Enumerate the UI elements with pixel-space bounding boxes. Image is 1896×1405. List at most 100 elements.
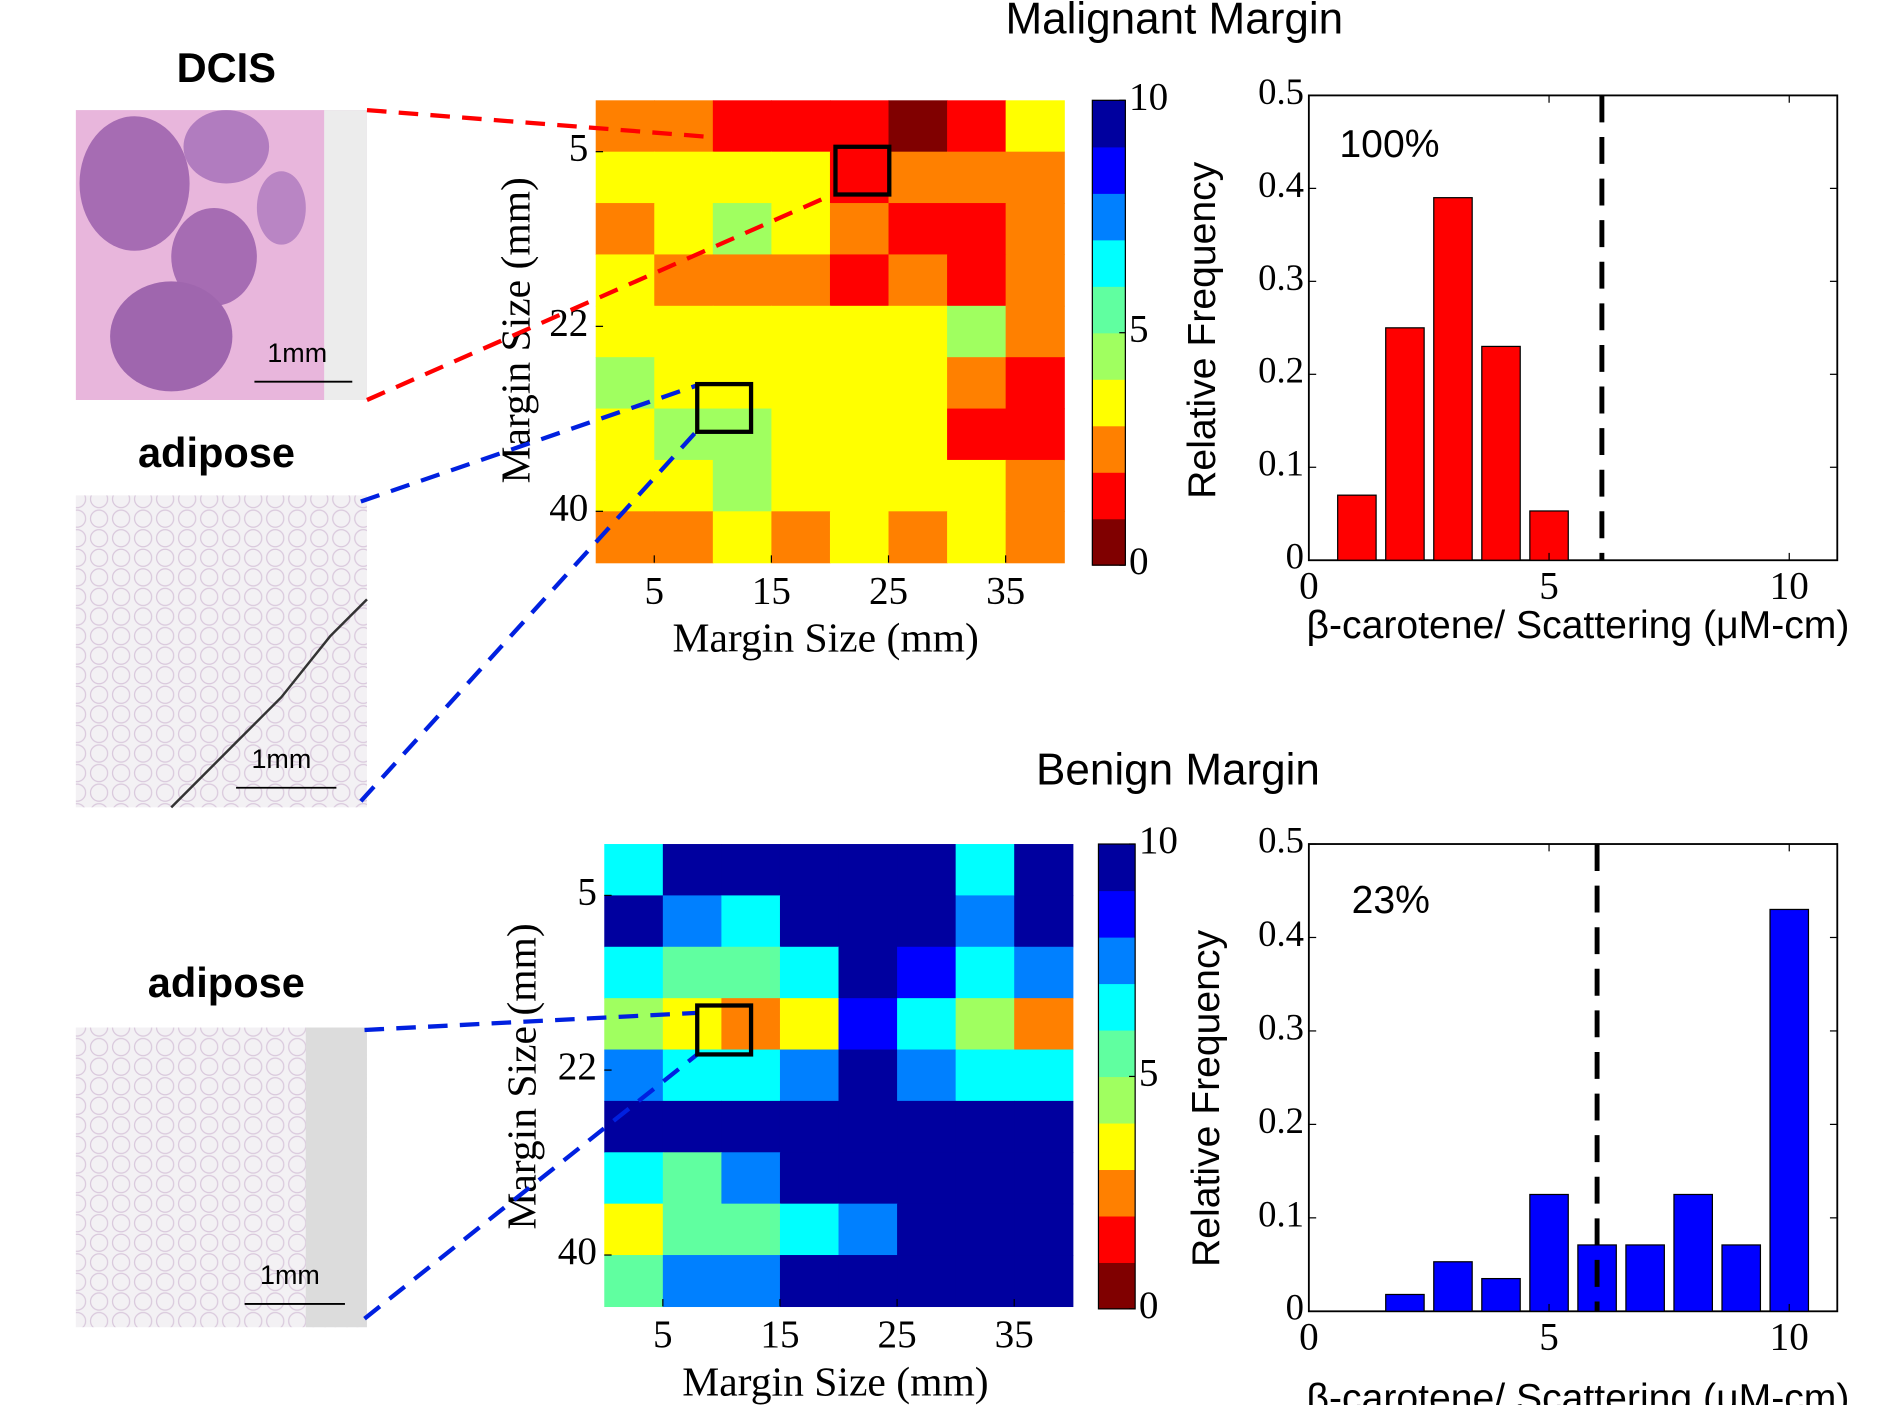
heatmap-cell [1014,1255,1073,1307]
heatmap-cell [780,998,839,1050]
heatmap-cell [956,844,1015,896]
heatmap-cell [596,511,655,563]
x-axis-label: β-carotene/ Scattering (μM-cm) [1306,604,1849,647]
heatmap-cell [956,1101,1015,1153]
scale-bar-label: 1mm [251,744,311,774]
heatmap-cell [771,203,830,255]
heatmap-cell [956,1050,1015,1102]
heatmap-cell [771,357,830,409]
y-tick-label: 0.3 [1258,1006,1304,1047]
bar [1482,1279,1520,1312]
figure: DCIS adipose adipose 1mm 1mm 1mm 5152535… [0,0,1896,1405]
heatmap-cell [604,844,663,896]
x-axis-label: Margin Size (mm) [682,1358,988,1405]
colorbar-swatch [1098,844,1135,891]
y-tick-label: 0.1 [1258,443,1304,484]
heatmap-cell [604,1050,663,1102]
colorbar-swatch [1092,193,1125,240]
heatmap-cell [830,254,889,306]
heatmap-cell [663,947,722,999]
heatmap-cell [663,1204,722,1256]
x-tick-label: 25 [878,1313,917,1356]
x-axis-label: β-carotene/ Scattering (μM-cm) [1306,1377,1849,1405]
x-tick-label: 10 [1770,1316,1809,1359]
y-tick-label: 0.4 [1258,164,1304,205]
heatmap-cell [839,947,898,999]
y-tick-label: 0.5 [1258,819,1304,860]
heatmap-cell [1014,1050,1073,1102]
heatmap-cell [830,306,889,358]
heatmap-cell [1006,203,1065,255]
colorbar-swatch [1098,1030,1135,1077]
heatmap-cell [721,844,780,896]
heatmap-cell [654,100,713,152]
y-tick-label: 5 [569,127,589,170]
heatmap-cell [889,357,948,409]
heatmap-cell [897,1255,956,1307]
y-tick-label: 5 [577,870,597,913]
heatmap-cell [713,254,772,306]
heatmap-cell [780,1152,839,1204]
heatmap-cell [654,254,713,306]
colorbar-swatch [1098,1076,1135,1123]
heatmap-cell [889,152,948,204]
heatmap-cell [897,1152,956,1204]
y-tick-label: 0.2 [1258,1100,1304,1141]
heatmap-cell [1006,511,1065,563]
heatmap-cell [830,100,889,152]
heatmap-cell [839,895,898,947]
bar [1674,1194,1712,1311]
chart-title: Malignant Margin [1005,0,1343,44]
heatmap-cell [654,511,713,563]
heatmap-cell [830,357,889,409]
heatmap-cell [713,152,772,204]
heatmap-cell [947,152,1006,204]
heatmap-cell [596,152,655,204]
heatmap-cell [1006,409,1065,461]
heatmap-cell [1006,357,1065,409]
heatmap-cell [771,460,830,512]
heatmap-cell [713,460,772,512]
heatmap-cell [771,306,830,358]
heatmap-cell [1014,1101,1073,1153]
heatmap-cell [1014,844,1073,896]
heatmap-cell [596,203,655,255]
x-tick-label: 5 [1539,1316,1559,1359]
heatmap-cell [1006,152,1065,204]
image-label: adipose [138,429,295,476]
heatmap-cell [897,998,956,1050]
heatmap-cell [947,511,1006,563]
heatmap-cell [947,357,1006,409]
colorbar-tick-label: 10 [1129,75,1168,118]
heatmap-cell [956,1255,1015,1307]
heatmap-cell [1014,947,1073,999]
heatmap-cell [947,100,1006,152]
heatmap-cell [771,511,830,563]
heatmap-cell [713,409,772,461]
y-tick-label: 0.5 [1258,71,1304,112]
heatmap-cell [663,1101,722,1153]
colorbar-swatch [1098,1262,1135,1309]
bar [1434,1262,1472,1312]
heatmap-cell [897,1050,956,1102]
heatmap-cell [713,306,772,358]
y-axis-label: Relative Frequency [1185,929,1228,1267]
heatmap-cell [663,844,722,896]
y-axis-label: Relative Frequency [1181,161,1224,499]
heatmap-cell [956,1204,1015,1256]
heatmap-cell [604,1101,663,1153]
x-tick-label: 5 [644,569,664,612]
heatmap-cell [1014,1152,1073,1204]
heatmap-cell [604,1204,663,1256]
heatmap-cell [889,511,948,563]
heatmap-cell [956,998,1015,1050]
colorbar-swatch [1092,286,1125,333]
y-tick-label: 0 [1286,536,1304,577]
heatmap-cell [839,1101,898,1153]
heatmap-cell [654,152,713,204]
y-tick-label: 0.2 [1258,350,1304,391]
heatmap-cell [663,1152,722,1204]
bar [1386,328,1424,560]
heatmap-cell [721,1101,780,1153]
heatmap-cell [771,254,830,306]
